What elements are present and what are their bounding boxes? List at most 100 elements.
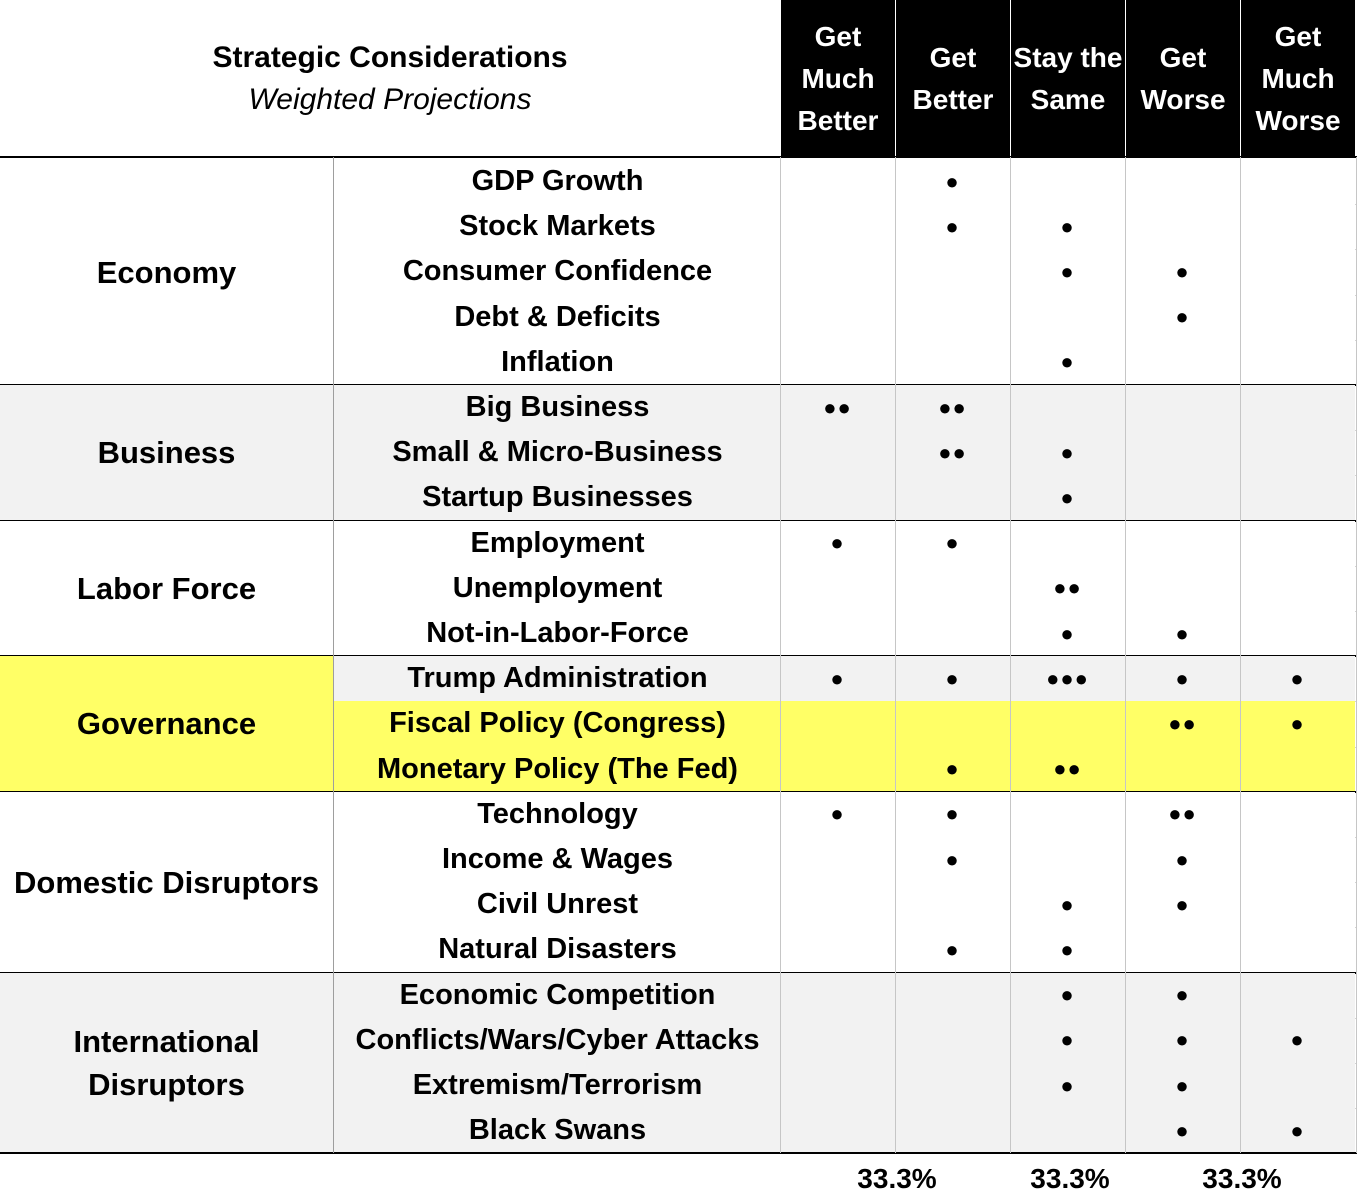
rating-cell [780, 294, 895, 340]
rating-cell [1125, 520, 1240, 566]
rating-cell: ●● [1125, 701, 1240, 747]
column-divider [333, 157, 334, 1154]
rating-dots: ● [1175, 304, 1190, 330]
rating-dots: ● [945, 936, 960, 962]
column-divider [895, 157, 896, 1154]
rating-cell [780, 1017, 895, 1063]
rating-cell [1010, 701, 1125, 747]
rating-dots: ● [1175, 982, 1190, 1008]
rating-dots: ● [1290, 665, 1305, 691]
rating-cell [1240, 565, 1355, 611]
rating-cell [1125, 430, 1240, 476]
category-label: International Disruptors [0, 972, 333, 1154]
row-label: Monetary Policy (The Fed) [333, 746, 782, 792]
category-label: Business [0, 385, 333, 521]
row-label: Technology [333, 791, 782, 837]
category-label: Economy [0, 159, 333, 385]
rating-dots: ● [1175, 1027, 1190, 1053]
rating-cell [1125, 927, 1240, 973]
column-divider [780, 157, 781, 1154]
rating-cell [1125, 204, 1240, 250]
rating-cell: ● [895, 837, 1010, 883]
row-label: Consumer Confidence [333, 249, 782, 295]
rating-cell [895, 1063, 1010, 1109]
rating-cell: ● [895, 791, 1010, 837]
rating-dots: ● [1290, 1027, 1305, 1053]
rating-dots: ● [830, 530, 845, 556]
rating-cell [780, 565, 895, 611]
rating-dots: ●● [1053, 575, 1082, 601]
rating-cell: ● [1240, 1017, 1355, 1063]
column-header: Get Better [895, 0, 1010, 157]
rating-cell [1240, 339, 1355, 385]
row-label: Economic Competition [333, 972, 782, 1018]
rating-cell [895, 611, 1010, 657]
rating-cell [895, 1108, 1010, 1154]
rating-cell [1010, 1108, 1125, 1154]
rating-cell [1240, 294, 1355, 340]
row-label: Inflation [333, 339, 782, 385]
row-label: Fiscal Policy (Congress) [333, 701, 782, 747]
rating-cell: ●● [1010, 746, 1125, 792]
rating-cell: ● [1010, 972, 1125, 1018]
rating-cell [1240, 611, 1355, 657]
rating-cell [780, 475, 895, 521]
rating-cell [895, 339, 1010, 385]
rating-cell [1240, 159, 1355, 205]
rating-cell [780, 701, 895, 747]
row-label: Debt & Deficits [333, 294, 782, 340]
rating-cell [1240, 475, 1355, 521]
rating-dots: ● [945, 168, 960, 194]
rating-cell [1010, 159, 1125, 205]
rating-dots: ● [1175, 665, 1190, 691]
rating-cell [895, 249, 1010, 295]
rating-cell [1240, 520, 1355, 566]
rating-cell: ● [1010, 475, 1125, 521]
rating-dots: ●● [1053, 756, 1082, 782]
column-header: Get Much Better [780, 0, 895, 157]
rating-dots: ● [945, 530, 960, 556]
rating-cell: ● [1125, 294, 1240, 340]
rating-cell: ● [1240, 1108, 1355, 1154]
rating-cell: ● [780, 791, 895, 837]
rating-cell [1240, 430, 1355, 476]
column-header: Get Much Worse [1240, 0, 1355, 157]
rating-cell: ● [1125, 837, 1240, 883]
rating-cell: ● [1010, 430, 1125, 476]
rating-dots: ● [1175, 891, 1190, 917]
rating-cell [895, 972, 1010, 1018]
rating-cell: ● [1125, 611, 1240, 657]
rating-dots: ●● [1168, 801, 1197, 827]
category-label: Labor Force [0, 520, 333, 657]
rating-dots: ●●● [1046, 665, 1089, 691]
rating-dots: ● [1290, 1117, 1305, 1143]
rating-cell: ● [780, 520, 895, 566]
rating-cell [1125, 339, 1240, 385]
rating-dots: ● [1060, 213, 1075, 239]
rating-cell [1010, 791, 1125, 837]
rating-cell: ● [895, 159, 1010, 205]
rating-dots: ● [1175, 258, 1190, 284]
row-label: Not-in-Labor-Force [333, 611, 782, 657]
rating-dots: ● [1060, 620, 1075, 646]
rating-cell [1125, 475, 1240, 521]
rating-dots: ● [1060, 258, 1075, 284]
row-label: Black Swans [333, 1108, 782, 1154]
rating-cell [1240, 385, 1355, 431]
rating-cell: ●●● [1010, 656, 1125, 702]
column-divider [1125, 157, 1126, 1154]
rating-dots: ●● [938, 439, 967, 465]
rating-cell [780, 927, 895, 973]
rating-cell [780, 746, 895, 792]
rating-dots: ● [1060, 891, 1075, 917]
rating-cell [1240, 927, 1355, 973]
category-label: Governance [0, 656, 333, 792]
rating-cell [1240, 1063, 1355, 1109]
rating-dots: ● [945, 801, 960, 827]
rating-cell [780, 430, 895, 476]
rating-cell: ●● [895, 430, 1010, 476]
rating-cell [780, 159, 895, 205]
rating-cell: ● [1010, 611, 1125, 657]
rating-cell [780, 1108, 895, 1154]
